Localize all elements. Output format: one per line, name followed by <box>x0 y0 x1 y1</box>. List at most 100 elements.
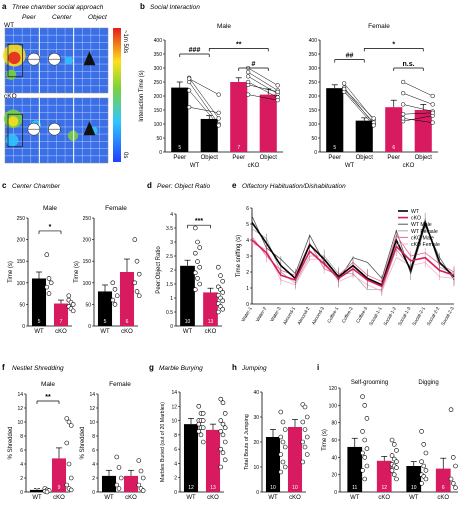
panel-b-letter: b <box>140 2 145 11</box>
y-tick-label: 50 <box>19 302 25 308</box>
data-point <box>362 437 368 443</box>
data-point <box>448 407 454 412</box>
heatmap-hotspot <box>8 116 19 127</box>
panel-a-header: a Three chamber social approach <box>2 2 104 11</box>
panel-b-title: Social Interaction <box>150 4 200 11</box>
data-point <box>419 481 424 486</box>
data-point <box>364 463 370 469</box>
chart-center-chamber-female: 0 50 100 150 200 250 Time (s) Female 5 WT 6 cKO <box>74 205 142 335</box>
data-point <box>389 453 395 458</box>
x-tick-label: Coffee-1 <box>326 306 339 324</box>
bar <box>119 272 135 326</box>
y-tick-label: 200 <box>154 94 163 100</box>
panel-d-header: d Peer: Object Ratio <box>147 181 210 190</box>
data-point <box>66 293 72 299</box>
y-tick-label: 0 <box>88 324 91 330</box>
y-tick-label: 2.5 <box>166 254 173 260</box>
panel-c-header: c Center Chamber <box>2 181 61 190</box>
paired-line <box>188 90 219 126</box>
y-tick-label: 2 <box>174 476 177 482</box>
sample-size-label: 11 <box>352 485 357 491</box>
heatmap-colorbar <box>113 28 121 162</box>
panel-c-title: Center Chamber <box>12 183 61 190</box>
data-point <box>364 416 370 421</box>
y-tick-label: 14 <box>171 390 177 396</box>
data-point <box>44 489 50 495</box>
x-tick-label: Peer <box>387 155 400 161</box>
panel-g-header: g Marble Burying <box>149 363 203 372</box>
group-label: Self-grooming <box>351 380 388 386</box>
colorbar-bottom-label: 0s <box>122 152 128 158</box>
paired-point <box>371 116 376 121</box>
y-tick-label: 150 <box>83 259 92 265</box>
panel-d-letter: d <box>147 181 152 190</box>
panel-e-title: Olfactory Habituation/Dishabituation <box>242 183 346 190</box>
x-tick-label: Coffee-3 <box>355 306 368 324</box>
paired-line <box>248 67 278 86</box>
paired-point <box>401 79 406 85</box>
data-point <box>112 302 118 307</box>
y-tick-label: 6 <box>174 447 177 453</box>
x-tick-label: Social-2-3 <box>440 306 455 327</box>
paired-line <box>188 77 219 119</box>
y-tick-label: 300 <box>309 66 318 72</box>
data-point <box>362 455 368 460</box>
data-point <box>360 450 365 456</box>
x-tick-label: WT <box>32 495 42 501</box>
sample-size-label: 5 <box>104 319 107 325</box>
sample-size-label: 6 <box>126 319 129 325</box>
paired-point <box>216 116 221 121</box>
y-axis-label: Time sniffing (s) <box>236 235 242 277</box>
y-tick-label: 14 <box>89 392 95 398</box>
data-point <box>278 452 284 457</box>
object-triangle-icon <box>83 51 96 66</box>
y-tick-label: 100 <box>309 122 318 128</box>
data-point <box>394 459 399 464</box>
y-axis-label: Time (s) <box>322 429 328 451</box>
sample-size-label: 7 <box>60 319 63 325</box>
y-tick-label: 2 <box>170 268 173 274</box>
data-point <box>394 476 399 482</box>
chart-nestlet-shredding-female: 0 2 4 6 8 10 12 14 % Shredded Female WT cKO <box>80 381 146 501</box>
sample-size-label: 10 <box>270 485 276 491</box>
paired-line <box>403 104 433 112</box>
data-point <box>216 264 221 270</box>
data-point <box>200 439 206 445</box>
y-tick-label: 10 <box>89 420 95 426</box>
data-point <box>421 442 427 447</box>
bar <box>385 107 403 152</box>
bar <box>31 278 47 326</box>
data-point <box>222 411 228 416</box>
y-tick-label: 1.5 <box>166 282 173 288</box>
significance-label: ### <box>189 47 201 54</box>
y-tick-label: 250 <box>154 80 163 86</box>
bar <box>171 87 189 152</box>
y-tick-label: 10 <box>17 420 23 426</box>
bar <box>51 458 67 492</box>
data-point <box>64 440 70 446</box>
data-point <box>46 276 52 281</box>
data-point <box>114 482 120 488</box>
paired-line <box>403 112 433 115</box>
legend-label: cKO <box>411 216 421 222</box>
data-point <box>193 287 198 292</box>
y-tick-label: 8 <box>20 434 23 440</box>
x-tick-label: cKO <box>437 495 449 501</box>
x-tick-label: cKO <box>289 495 301 501</box>
data-point <box>110 280 116 286</box>
bar <box>347 446 363 492</box>
data-point <box>453 463 458 469</box>
sample-size-label: 13 <box>210 485 216 491</box>
data-point <box>220 432 226 438</box>
data-point <box>195 259 200 264</box>
data-point <box>419 429 424 434</box>
x-tick-label: Almond-3 <box>311 306 325 326</box>
paired-line <box>343 91 374 126</box>
data-point <box>453 485 458 490</box>
data-point <box>278 409 284 415</box>
data-point <box>218 273 223 278</box>
y-tick-label: 12 <box>89 406 95 412</box>
data-point <box>282 464 288 470</box>
x-tick-label: cKO <box>53 495 65 501</box>
data-point <box>300 459 306 465</box>
